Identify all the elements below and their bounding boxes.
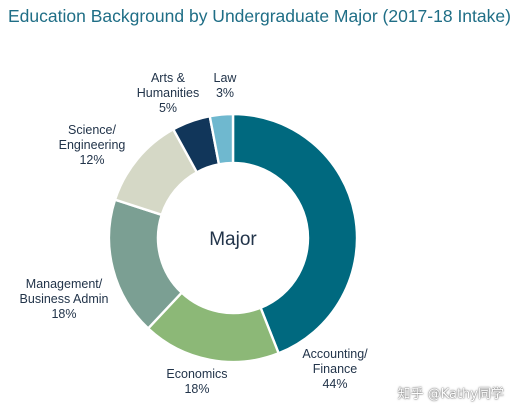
slice-category-label: Economics <box>166 367 227 381</box>
slice-category-label: Accounting/ <box>302 347 368 361</box>
center-label: Major <box>209 229 257 250</box>
slice-category-label: Finance <box>313 362 358 376</box>
slice-category-label: Arts & <box>151 71 186 85</box>
slice-category-label: Management/ <box>26 277 103 291</box>
slice-law <box>208 112 235 166</box>
chart-title: Education Background by Undergraduate Ma… <box>8 6 511 26</box>
slice-category-label: Science/ <box>68 123 116 137</box>
labels-group: Accounting/Finance44%Economics18%Managem… <box>20 71 369 396</box>
slice-value-label: 44% <box>322 377 347 391</box>
slice-value-label: 12% <box>79 153 104 167</box>
slice-value-label: 5% <box>159 101 177 115</box>
slices-group <box>107 112 359 364</box>
watermark: 知乎 @Kathy同学 <box>397 387 504 402</box>
slice-category-label: Law <box>214 71 238 85</box>
slice-value-label: 18% <box>51 307 76 321</box>
slice-category-label: Business Admin <box>20 292 109 306</box>
slice-accounting-finance <box>231 112 359 355</box>
slice-value-label: 3% <box>216 86 234 100</box>
slice-category-label: Humanities <box>137 86 200 100</box>
slice-value-label: 18% <box>184 382 209 396</box>
slice-category-label: Engineering <box>59 138 126 152</box>
